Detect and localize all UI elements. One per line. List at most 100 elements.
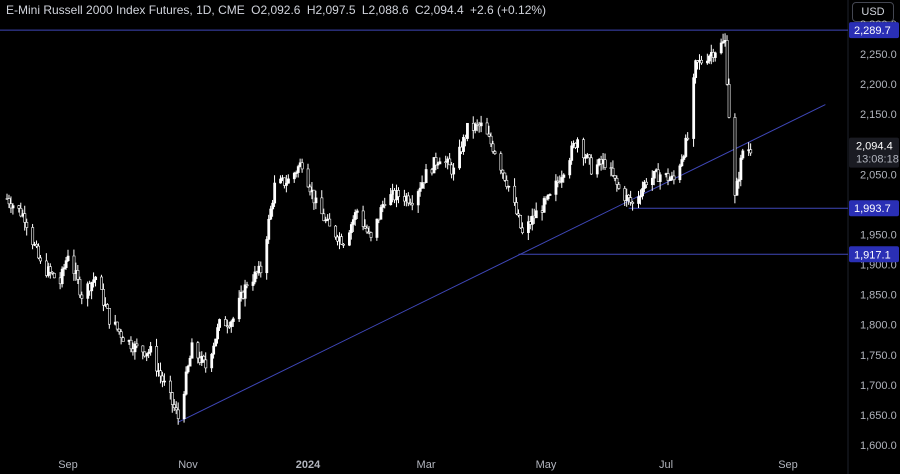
candle-body [650, 177, 654, 185]
candle-body [66, 255, 70, 262]
candle-body [328, 218, 332, 227]
candle-body [292, 172, 296, 180]
candle-body [637, 196, 640, 204]
candle-body [686, 137, 690, 140]
candle-body [560, 177, 564, 183]
candle-body [519, 215, 522, 229]
candle-body [719, 42, 723, 54]
candle-body [133, 343, 137, 353]
candle-body [37, 245, 40, 259]
candle-body [11, 205, 15, 209]
candle-body [141, 345, 145, 353]
candle-body [629, 197, 633, 203]
y-tick-label: 1,900.0 [860, 260, 897, 272]
x-tick-label: Mar [417, 459, 436, 471]
candle-body [243, 284, 247, 299]
candle-body [320, 197, 324, 215]
candle-body [389, 194, 393, 206]
candle-body [692, 77, 696, 139]
candle-body [645, 181, 648, 185]
candle-body [155, 346, 159, 372]
candle-body [515, 202, 519, 215]
candle-body [749, 149, 753, 154]
candle-body [90, 282, 94, 292]
y-tick-label: 1,800.0 [860, 320, 897, 332]
candle-body [168, 380, 172, 393]
y-tick-label: 1,700.0 [860, 380, 897, 392]
candle-body [422, 182, 426, 184]
change-value: +2.6 (+0.12%) [469, 3, 547, 17]
candle-body [269, 208, 273, 220]
candle-body [265, 239, 269, 274]
candle-body [229, 321, 233, 327]
candle-body [161, 375, 164, 382]
candle-body [420, 182, 424, 189]
candle-body [739, 157, 743, 180]
candle-body [121, 337, 125, 342]
candle-body [115, 321, 119, 330]
candle-body [554, 180, 558, 195]
candle-body [363, 226, 367, 229]
x-tick-label: Sep [58, 459, 78, 471]
candle-body [186, 365, 190, 373]
candle-body [491, 143, 495, 152]
candle-body [283, 177, 286, 186]
high-value: H2,097.5 [306, 3, 356, 17]
candle-body [62, 267, 66, 270]
x-tick-label: Jul [659, 459, 673, 471]
candle-body [204, 359, 208, 369]
y-tick-label: 1,850.0 [860, 290, 897, 302]
low-value: L2,088.6 [361, 3, 409, 17]
candle-body [106, 304, 109, 309]
candle-body [713, 52, 717, 58]
candle-body [184, 371, 188, 395]
candle-body [436, 163, 440, 166]
candle-body [23, 213, 27, 223]
candle-body [527, 221, 530, 233]
x-tick-label: Nov [178, 459, 198, 471]
level-price-tag [849, 22, 899, 39]
candle-body [700, 59, 703, 64]
candle-body [418, 187, 422, 192]
candle-body [505, 180, 509, 187]
candle-body [643, 181, 646, 189]
candle-body [485, 122, 489, 135]
y-tick-label: 2,050.0 [860, 169, 897, 181]
candle-body [78, 279, 82, 296]
trendline [177, 104, 826, 423]
candle-body [631, 201, 635, 204]
candle-body [694, 60, 698, 78]
candle-body [576, 139, 580, 148]
candle-body [652, 170, 656, 179]
candle-body [735, 181, 739, 196]
candle-body [584, 157, 587, 159]
candle-body [424, 169, 428, 183]
candle-body [119, 331, 123, 339]
candle-body [117, 328, 121, 333]
candle-body [466, 122, 469, 139]
y-tick-label: 2,200.0 [860, 79, 897, 91]
symbol-title: E-Mini Russell 2000 Index Futures, 1D, C… [6, 3, 245, 17]
level-price-label: 1,917.1 [854, 249, 891, 261]
candle-body [452, 167, 456, 175]
candle-body [627, 194, 631, 198]
candle-body [623, 188, 627, 201]
close-value: C2,094.4 [414, 3, 464, 17]
candle-body [176, 409, 180, 419]
candle-body [271, 202, 275, 210]
candle-body [397, 190, 400, 197]
candle-body [182, 393, 186, 419]
candle-body [517, 213, 520, 216]
currency-button[interactable]: USD [852, 2, 894, 22]
candle-body [438, 161, 442, 165]
candle-body [680, 159, 684, 167]
candle-body [353, 212, 357, 220]
candle-body [473, 123, 477, 131]
candle-body [351, 219, 355, 225]
level-price-tag [849, 200, 899, 217]
candle-body [210, 353, 214, 369]
candle-body [188, 357, 192, 367]
candle-body [231, 318, 235, 322]
candle-body [94, 276, 98, 281]
y-tick-label: 2,250.0 [860, 49, 897, 61]
